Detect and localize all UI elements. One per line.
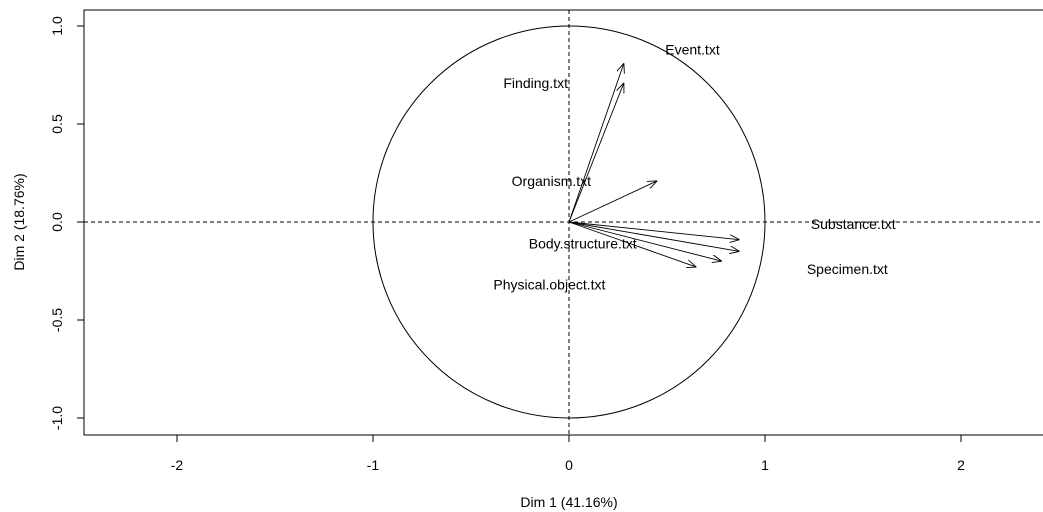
variable-arrow-event-txt — [568, 63, 624, 223]
y-tick-label: -0.5 — [49, 308, 65, 332]
x-tick-label: 2 — [957, 457, 965, 473]
x-tick-label: -1 — [367, 457, 380, 473]
x-axis-title: Dim 1 (41.16%) — [520, 494, 617, 510]
variable-arrow-body-structure-txt — [568, 221, 722, 261]
x-tick-label: 0 — [565, 457, 573, 473]
variable-arrow-substance-txt — [568, 221, 740, 240]
y-axis-title: Dim 2 (18.76%) — [11, 173, 27, 270]
variable-label-organism-txt: Organism.txt — [512, 173, 591, 189]
y-tick-label: 0.0 — [49, 212, 65, 232]
variable-label-physical-object-txt: Physical.object.txt — [493, 277, 605, 293]
variable-label-substance-txt: Substance.txt — [811, 216, 896, 232]
y-axis: -1.0 -0.5 0.0 0.5 1.0 — [49, 16, 84, 430]
variable-label-event-txt: Event.txt — [665, 42, 720, 58]
variable-arrow-finding-txt — [568, 83, 624, 223]
y-tick-label: -1.0 — [49, 406, 65, 430]
x-tick-label: -2 — [171, 457, 184, 473]
y-tick-label: 0.5 — [49, 114, 65, 134]
variable-label-body-structure-txt: Body.structure.txt — [529, 236, 637, 252]
variable-arrow-organism-txt — [568, 181, 657, 223]
y-tick-label: 1.0 — [49, 16, 65, 36]
x-axis: -2 -1 0 1 2 — [171, 435, 965, 473]
plot-area: Event.txt Finding.txt Organism.txt Substanc… — [84, 10, 1043, 435]
variable-label-finding-txt: Finding.txt — [503, 75, 568, 91]
variable-arrow-physical-object-txt — [568, 221, 696, 267]
x-tick-label: 1 — [761, 457, 769, 473]
variable-arrow-specimen-txt — [568, 221, 740, 251]
variable-label-specimen-txt: Specimen.txt — [807, 261, 888, 277]
